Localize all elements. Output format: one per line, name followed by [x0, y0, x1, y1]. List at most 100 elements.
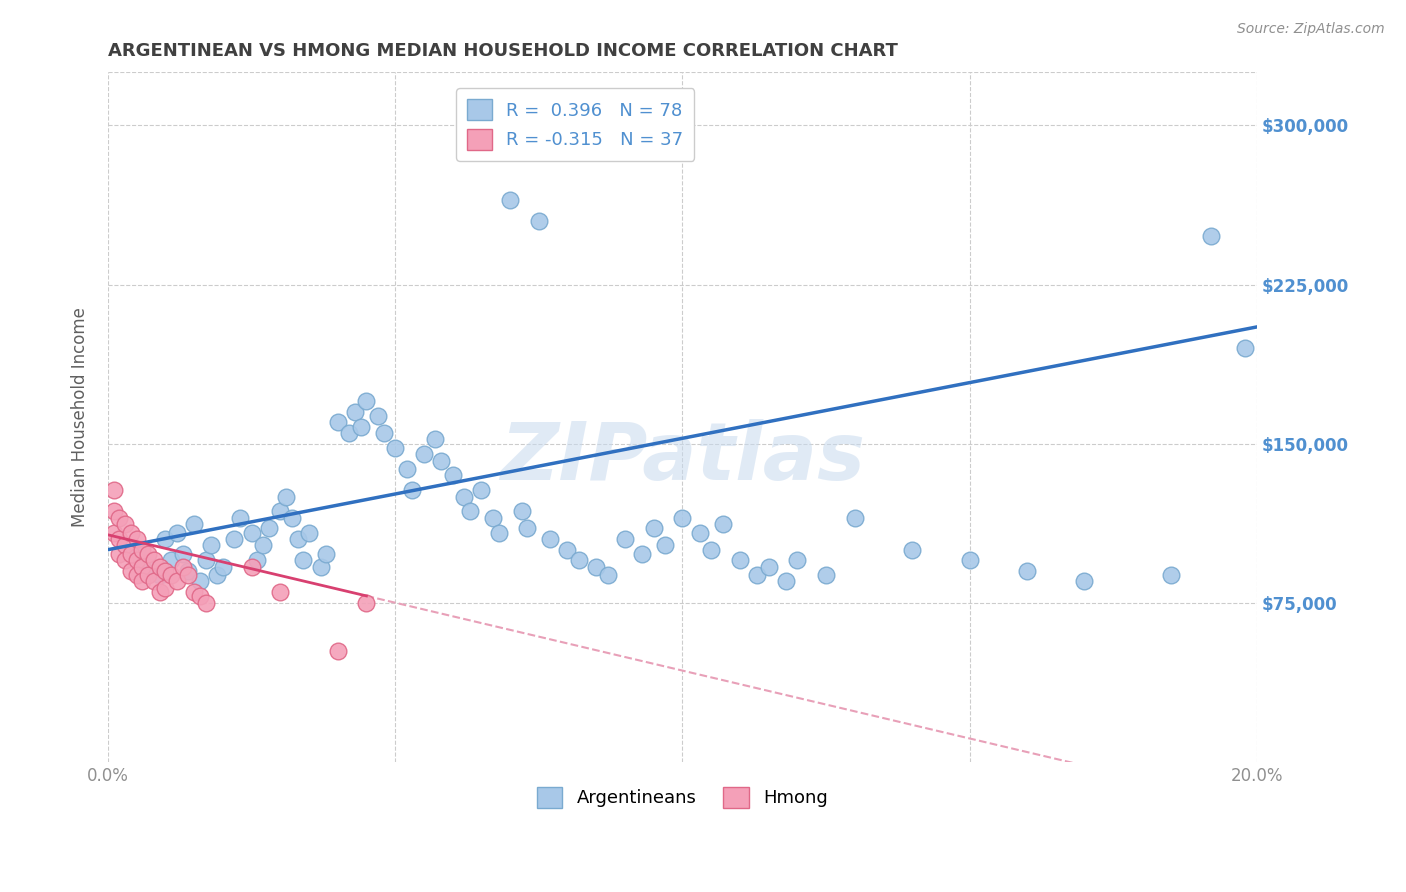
Text: Source: ZipAtlas.com: Source: ZipAtlas.com [1237, 22, 1385, 37]
Point [177, 564, 200, 578]
Point [326, 416, 349, 430]
Point [172, 547, 194, 561]
Point [103, 504, 125, 518]
Point [901, 542, 924, 557]
Point [183, 517, 205, 532]
Point [499, 193, 522, 207]
Point [343, 405, 366, 419]
Point [482, 511, 505, 525]
Point [257, 521, 280, 535]
Point [103, 525, 125, 540]
Point [488, 525, 510, 540]
Point [745, 568, 768, 582]
Point [557, 542, 579, 557]
Point [136, 568, 159, 582]
Point [711, 517, 734, 532]
Text: ZIPatlas: ZIPatlas [501, 419, 865, 498]
Point [527, 214, 550, 228]
Point [155, 581, 177, 595]
Point [274, 490, 297, 504]
Point [1015, 564, 1038, 578]
Point [700, 542, 723, 557]
Point [458, 504, 481, 518]
Point [131, 542, 153, 557]
Point [229, 511, 252, 525]
Point [538, 532, 561, 546]
Point [155, 564, 177, 578]
Point [246, 553, 269, 567]
Point [103, 483, 125, 498]
Point [412, 447, 434, 461]
Point [775, 574, 797, 589]
Point [430, 453, 453, 467]
Point [160, 568, 183, 582]
Point [120, 564, 142, 578]
Point [786, 553, 808, 567]
Point [131, 574, 153, 589]
Point [689, 525, 711, 540]
Point [959, 553, 981, 567]
Point [287, 532, 309, 546]
Point [373, 425, 395, 440]
Point [108, 511, 131, 525]
Point [453, 490, 475, 504]
Point [120, 525, 142, 540]
Point [149, 568, 172, 582]
Point [671, 511, 693, 525]
Point [350, 419, 373, 434]
Point [758, 559, 780, 574]
Point [142, 574, 165, 589]
Point [125, 553, 148, 567]
Point [120, 547, 142, 561]
Point [177, 568, 200, 582]
Point [114, 517, 136, 532]
Point [183, 585, 205, 599]
Point [728, 553, 751, 567]
Point [516, 521, 538, 535]
Point [166, 525, 188, 540]
Point [814, 568, 837, 582]
Point [136, 559, 159, 574]
Point [114, 538, 136, 552]
Point [337, 425, 360, 440]
Point [149, 585, 172, 599]
Point [356, 394, 378, 409]
Point [155, 532, 177, 546]
Point [269, 585, 291, 599]
Point [108, 532, 131, 546]
Point [401, 483, 423, 498]
Point [292, 553, 315, 567]
Point [510, 504, 533, 518]
Point [315, 547, 337, 561]
Point [281, 511, 304, 525]
Point [654, 538, 676, 552]
Point [240, 559, 263, 574]
Point [1234, 341, 1257, 355]
Point [425, 433, 447, 447]
Point [1073, 574, 1095, 589]
Point [142, 553, 165, 567]
Point [585, 559, 607, 574]
Point [194, 596, 217, 610]
Point [240, 525, 263, 540]
Point [367, 409, 389, 423]
Point [1199, 228, 1222, 243]
Point [149, 559, 172, 574]
Y-axis label: Median Household Income: Median Household Income [72, 307, 89, 527]
Point [224, 532, 246, 546]
Point [252, 538, 274, 552]
Point [188, 590, 211, 604]
Point [568, 553, 591, 567]
Point [395, 462, 418, 476]
Point [172, 559, 194, 574]
Point [309, 559, 332, 574]
Point [596, 568, 619, 582]
Point [125, 532, 148, 546]
Point [298, 525, 321, 540]
Point [613, 532, 636, 546]
Point [384, 441, 406, 455]
Point [160, 553, 183, 567]
Point [125, 542, 148, 557]
Point [326, 644, 349, 658]
Point [212, 559, 235, 574]
